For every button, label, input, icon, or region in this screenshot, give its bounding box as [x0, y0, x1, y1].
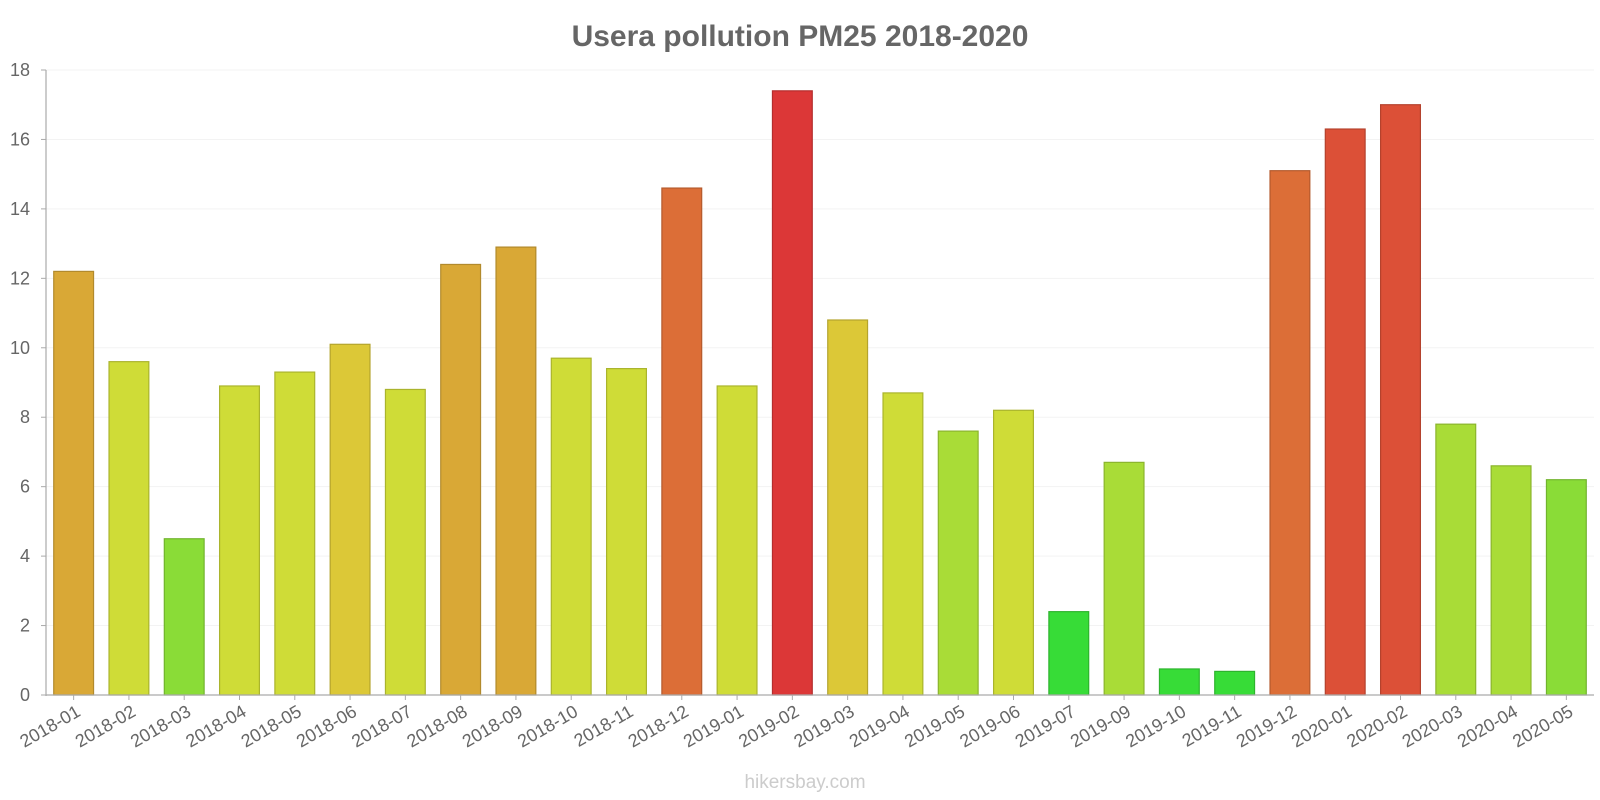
bar-2018-06[interactable]: [329, 343, 371, 696]
x-tick-label: 2018-04: [182, 701, 249, 751]
x-tick-label: 2018-10: [514, 701, 581, 751]
x-tick-label: 2019-10: [1122, 701, 1189, 751]
bar-2019-03[interactable]: [827, 319, 869, 696]
bar-2019-04[interactable]: [882, 392, 924, 696]
bar-2020-03[interactable]: [1435, 423, 1477, 696]
y-tick-label: 2: [20, 616, 30, 636]
bar-2018-02[interactable]: [108, 361, 150, 696]
bar-2019-12[interactable]: [1269, 170, 1311, 696]
y-tick-label: 18: [10, 60, 30, 80]
bar-2018-09[interactable]: [495, 246, 537, 696]
x-tick-label: 2018-01: [16, 701, 83, 751]
x-tick-label: 2018-11: [570, 701, 636, 751]
bar-2018-04[interactable]: [218, 385, 261, 696]
bar-2020-01[interactable]: [1324, 128, 1366, 696]
bar-2018-12[interactable]: [661, 187, 703, 696]
x-tick-label: 2019-05: [901, 701, 968, 751]
bar-2019-06[interactable]: [992, 409, 1035, 696]
bar-2018-10[interactable]: [550, 357, 592, 696]
x-tick-label: 2018-06: [293, 701, 360, 751]
y-tick-label: 6: [20, 477, 30, 497]
x-tick-labels: 2018-012018-022018-032018-042018-052018-…: [16, 695, 1576, 751]
x-tick-label: 2020-02: [1343, 701, 1410, 751]
bar-2019-09[interactable]: [1103, 461, 1145, 696]
bar-2018-03[interactable]: [163, 538, 205, 696]
x-tick-label: 2018-02: [72, 701, 139, 751]
chart-title: Usera pollution PM25 2018-2020: [572, 20, 1029, 53]
bar-2019-05[interactable]: [937, 430, 979, 696]
x-tick-label: 2019-12: [1233, 701, 1300, 751]
y-tick-label: 10: [10, 338, 30, 358]
y-tick-label: 14: [10, 199, 30, 219]
x-tick-label: 2018-08: [403, 701, 470, 751]
watermark: hikersbay.com: [744, 772, 865, 793]
bar-2020-05[interactable]: [1545, 479, 1587, 696]
x-tick-label: 2019-04: [846, 701, 913, 751]
x-tick-label: 2020-05: [1509, 701, 1576, 751]
x-tick-label: 2018-05: [238, 701, 305, 751]
bar-2019-07[interactable]: [1048, 611, 1090, 696]
x-tick-label: 2020-03: [1399, 701, 1466, 751]
x-tick-label: 2018-07: [348, 701, 415, 751]
x-tick-label: 2018-03: [127, 701, 194, 751]
bar-2018-05[interactable]: [274, 371, 316, 696]
bar-2018-07[interactable]: [384, 388, 426, 696]
x-tick-label: 2018-09: [459, 701, 526, 751]
y-tick-labels: 0 2 4 6 8 10 12 14 16 18: [10, 60, 46, 705]
x-tick-label: 2019-07: [1012, 701, 1079, 751]
x-tick-label: 2019-03: [790, 701, 857, 751]
y-tick-label: 0: [20, 685, 30, 705]
x-tick-label: 2020-04: [1454, 701, 1521, 751]
bars: [53, 90, 1587, 696]
bar-2019-11[interactable]: [1214, 670, 1256, 696]
bar-2018-08[interactable]: [440, 263, 482, 696]
x-tick-label: 2019-06: [956, 701, 1023, 751]
y-tick-label: 16: [10, 129, 30, 149]
y-tick-label: 8: [20, 407, 30, 427]
x-tick-label: 2019-11: [1179, 701, 1245, 751]
y-tick-label: 4: [20, 546, 30, 566]
bar-2019-01[interactable]: [716, 385, 758, 696]
x-tick-label: 2019-01: [680, 701, 747, 751]
x-tick-label: 2018-12: [625, 701, 692, 751]
bar-2018-11[interactable]: [605, 368, 648, 696]
bar-2020-04[interactable]: [1490, 465, 1532, 696]
bar-2018-01[interactable]: [53, 270, 95, 696]
x-tick-label: 2020-01: [1288, 701, 1355, 751]
bar-2019-02[interactable]: [771, 90, 813, 696]
bar-2020-02[interactable]: [1379, 104, 1422, 696]
x-tick-label: 2019-09: [1067, 701, 1134, 751]
bar-2019-10[interactable]: [1158, 668, 1200, 696]
x-tick-label: 2019-02: [735, 701, 802, 751]
y-tick-label: 12: [10, 268, 30, 288]
